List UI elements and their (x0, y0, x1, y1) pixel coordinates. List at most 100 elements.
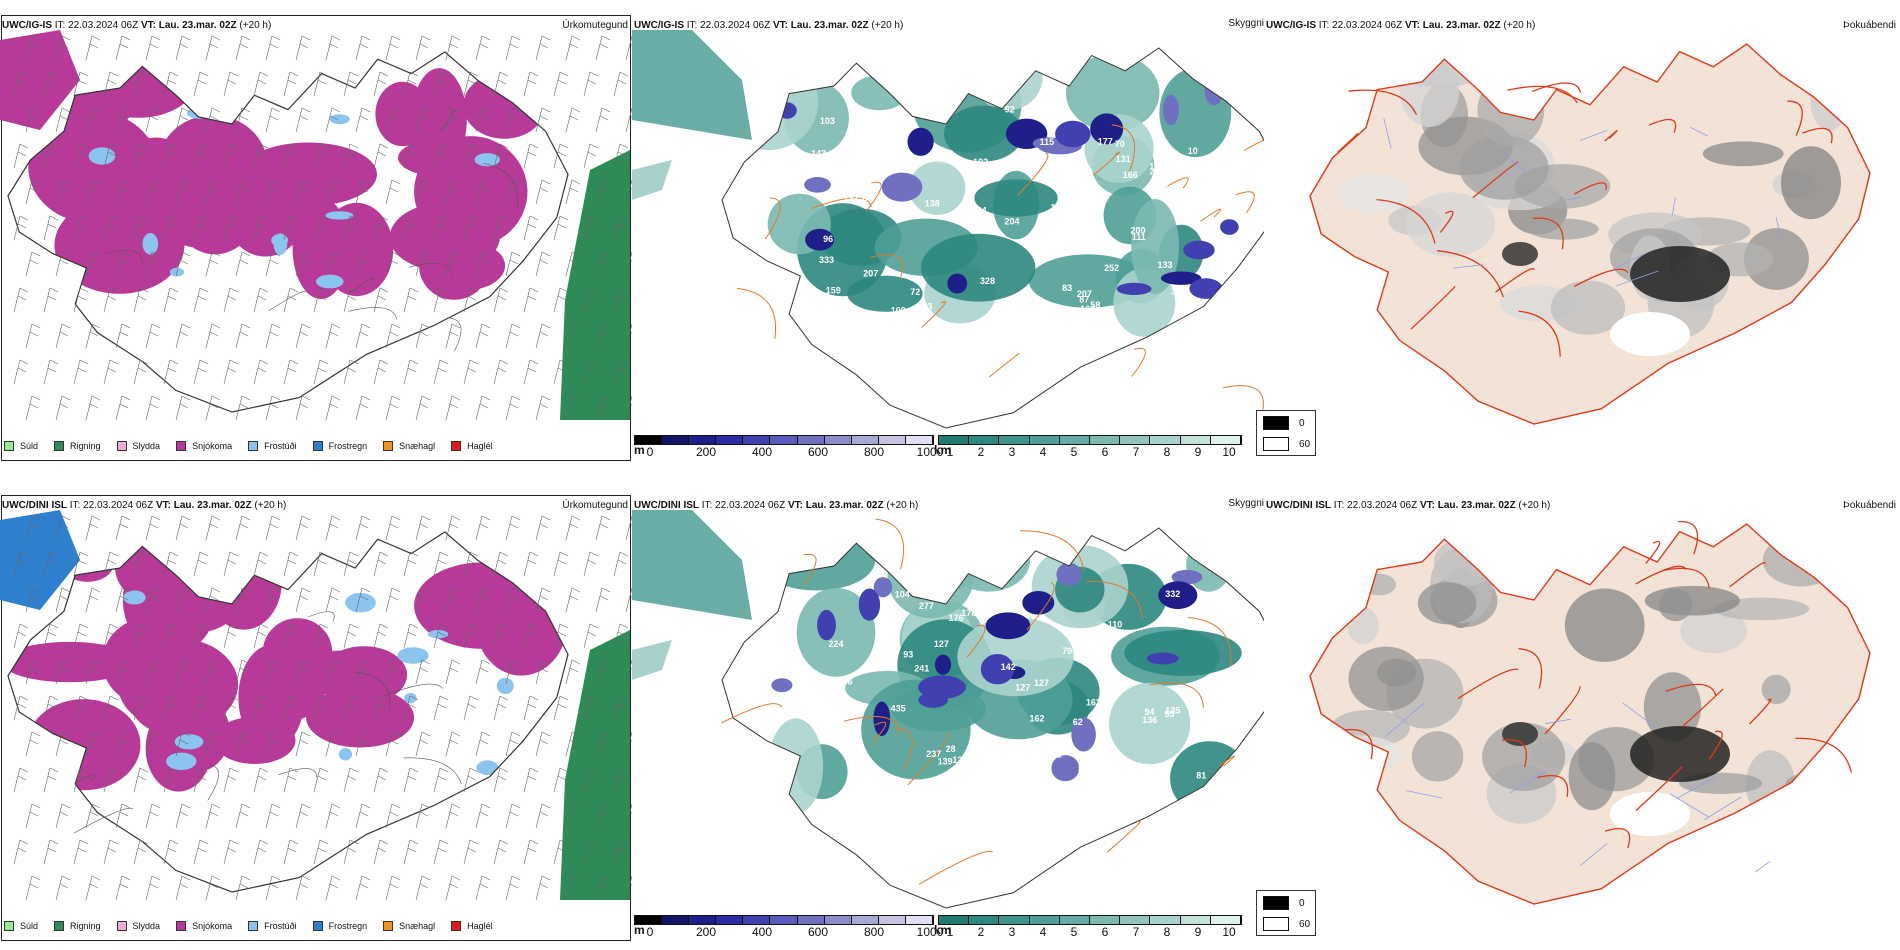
legend-swatch (451, 441, 462, 451)
wind-barb (253, 623, 269, 649)
wind-barb (505, 251, 521, 277)
wind-barb (193, 767, 209, 793)
wind-barb (355, 323, 371, 349)
wind-barb (583, 143, 599, 169)
legend-swatch (54, 441, 65, 451)
road-line (1337, 133, 1359, 153)
forecast-header: UWC/IG-IS IT: 22.03.2024 06Z VT: Lau. 23… (2, 20, 271, 31)
elevation-blob (907, 127, 934, 156)
wind-barb (523, 215, 539, 241)
colorbar-step (1210, 436, 1242, 444)
scale-tick: 800 (863, 925, 885, 939)
coastline (721, 47, 1264, 429)
wind-barb (265, 179, 281, 205)
wind-barb (553, 839, 569, 865)
wind-barb (325, 803, 341, 829)
it-value: 22.03.2024 06Z (83, 500, 154, 511)
elevation-label: 94 (871, 170, 881, 180)
elevation-label: 158 (1048, 786, 1063, 796)
scale-tick: 8 (1163, 925, 1171, 939)
wind-barb (235, 107, 251, 133)
wind-barb (433, 71, 449, 97)
river-line (1669, 793, 1709, 817)
wind-barb (613, 551, 629, 577)
wind-barb (13, 551, 29, 577)
precip-legend-item: Snæhagl (383, 441, 435, 451)
wind-barb (313, 359, 329, 385)
legend-swatch (248, 921, 259, 931)
precip-legend-item: Snjókoma (176, 921, 232, 931)
wind-barb (553, 767, 569, 793)
wind-barb (535, 515, 551, 541)
road-line (1604, 130, 1618, 142)
wind-barb (343, 215, 359, 241)
coastline (7, 531, 569, 893)
wind-barb (295, 803, 311, 829)
colorbar-step (716, 916, 744, 924)
wind-barb (115, 803, 131, 829)
road-line (721, 703, 783, 724)
road-line (737, 287, 777, 339)
road-line (350, 277, 374, 293)
wind-barb (313, 143, 329, 169)
wind-barb (283, 215, 299, 241)
colorbar-step (662, 436, 690, 444)
fog-panel: UWC/DINI ISL IT: 22.03.2024 06Z VT: Lau.… (1256, 480, 1900, 950)
elevation-label: 241 (914, 664, 929, 674)
colorbar-step (743, 916, 771, 924)
wind-barb (475, 587, 491, 613)
colorbar-step (1059, 916, 1091, 924)
road-line (907, 732, 950, 786)
fog-blob (1743, 228, 1809, 290)
field-title-precip: Úrkomutegund (562, 20, 628, 31)
it-value: 22.03.2024 06Z (68, 20, 139, 31)
wind-barb (133, 71, 149, 97)
legend-swatch (1263, 917, 1289, 931)
colorbar-step (1120, 916, 1151, 924)
elevation-label: 86 (1078, 764, 1088, 774)
wind-barb (175, 251, 191, 277)
snow-blob (414, 136, 528, 247)
road-line (1749, 698, 1772, 725)
wind-barb (523, 143, 539, 169)
wind-barb (85, 395, 101, 421)
wind-barb (373, 623, 389, 649)
wind-barb (475, 107, 491, 133)
elevation-colorbar (634, 435, 934, 445)
scale-tick: 1000 (916, 445, 944, 459)
frost-drizzle-blob (329, 114, 350, 125)
elevation-label: 10 (1188, 146, 1198, 156)
elevation-label: 204 (1005, 216, 1020, 226)
wind-barb (565, 659, 581, 685)
wind-barb (565, 587, 581, 613)
colorbar-step (1120, 436, 1151, 444)
vt-label: VT: (787, 500, 803, 511)
road-line (1544, 685, 1581, 735)
wind-barb (73, 623, 89, 649)
elevation-label: 341 (1038, 237, 1053, 247)
forecast-row: UWC/DINI ISL IT: 22.03.2024 06Z VT: Lau.… (0, 480, 1900, 950)
elevation-label: 75 (1046, 308, 1056, 318)
wind-barb (445, 179, 461, 205)
road-line (307, 611, 335, 622)
fog-blob (1761, 674, 1791, 705)
wind-barb (193, 623, 209, 649)
wind-barb (355, 515, 371, 541)
wind-barb (133, 287, 149, 313)
wind-barb (373, 143, 389, 169)
elevation-blob (1220, 219, 1239, 235)
wind-barb (523, 359, 539, 385)
wind-barb (235, 803, 251, 829)
wind-barb (25, 803, 41, 829)
wind-barb (145, 251, 161, 277)
model-name: UWC/IG-IS (1266, 20, 1316, 31)
wind-barb (313, 215, 329, 241)
wind-barb (145, 875, 161, 901)
wind-barb (313, 71, 329, 97)
road-line (1150, 682, 1204, 708)
wind-barb (463, 143, 479, 169)
visibility-layer (722, 48, 1239, 337)
fog-blob (1347, 607, 1379, 644)
river-line (1613, 253, 1645, 270)
wind-barb (193, 839, 209, 865)
